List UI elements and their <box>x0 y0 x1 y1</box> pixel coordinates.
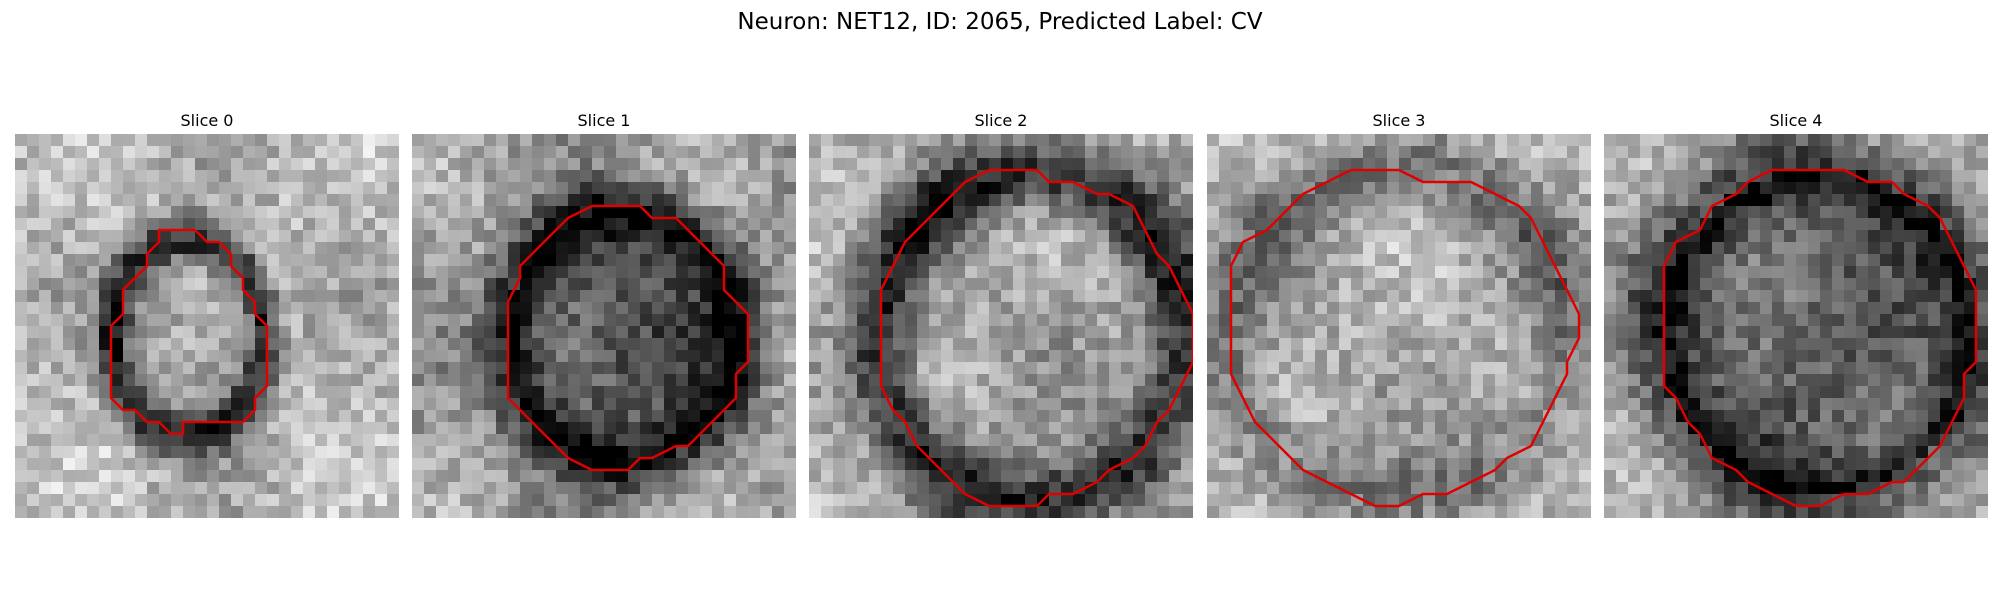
slice-title: Slice 1 <box>577 111 631 130</box>
segmentation-contour <box>879 168 1193 508</box>
pixel-grid <box>15 134 399 518</box>
pixel-grid <box>1604 134 1988 518</box>
slice-image <box>809 134 1193 518</box>
segmentation-contour <box>1229 168 1581 508</box>
slice-panel-4: Slice 4 <box>1604 108 1988 518</box>
slice-image <box>412 134 796 518</box>
figure-title: Neuron: NET12, ID: 2065, Predicted Label… <box>737 9 1263 35</box>
segmentation-contour <box>506 204 750 472</box>
pixel-grid <box>809 134 1193 518</box>
slice-image <box>1207 134 1591 518</box>
slice-panel-3: Slice 3 <box>1207 108 1591 518</box>
slice-panel-2: Slice 2 <box>809 108 1193 518</box>
slice-title: Slice 4 <box>1769 111 1823 130</box>
slice-panel-0: Slice 0 <box>15 108 399 518</box>
pixel-grid <box>412 134 796 518</box>
slice-panel-1: Slice 1 <box>412 108 796 518</box>
segmentation-contour <box>1662 168 1978 508</box>
segmentation-contour <box>109 228 269 436</box>
pixel-grid <box>1207 134 1591 518</box>
slice-title: Slice 0 <box>180 111 234 130</box>
slice-image <box>1604 134 1988 518</box>
slice-image <box>15 134 399 518</box>
slice-title: Slice 3 <box>1372 111 1426 130</box>
slice-title: Slice 2 <box>974 111 1028 130</box>
